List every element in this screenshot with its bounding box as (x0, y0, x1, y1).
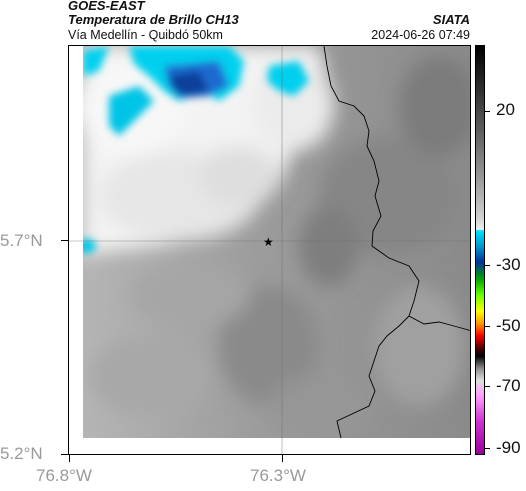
cbar-tick-neg30 (485, 265, 490, 266)
cbar-tick-neg90 (485, 448, 490, 449)
no-data-left (69, 46, 83, 454)
department-border (323, 46, 470, 439)
lon-label-76-8: 76.8°W (36, 466, 92, 485)
colorbar (475, 45, 485, 455)
lon-tick-76-3 (282, 455, 283, 462)
cbar-label-neg30: -30 (496, 255, 521, 274)
lat-tick-5-7 (61, 240, 68, 241)
cbar-label-neg70: -70 (496, 376, 521, 395)
lat-label-5-7: 5.7°N (0, 231, 43, 250)
org-label: SIATA (432, 12, 470, 27)
product-title: Temperatura de Brillo CH13 (68, 12, 239, 27)
cbar-tick-neg70 (485, 386, 490, 387)
imagery-texture (89, 56, 470, 436)
route-label: Vía Medellín - Quibdó 50km (68, 28, 223, 42)
cbar-label-neg50: -50 (496, 316, 521, 335)
cold-cloud-tops (76, 46, 309, 253)
source-label: GOES-EAST (68, 0, 145, 13)
lon-tick-76-8 (69, 455, 70, 462)
cbar-tick-20 (485, 111, 490, 112)
lat-tick-5-2 (61, 454, 68, 455)
lon-label-76-3: 76.3°W (250, 466, 306, 485)
cbar-label-20: 20 (496, 100, 515, 119)
lat-label-5-2: 5.2°N (0, 444, 43, 463)
star-marker[interactable]: ★ (263, 235, 274, 249)
satellite-map[interactable]: ★ (69, 46, 471, 455)
no-data-bottom (69, 438, 470, 454)
cbar-label-neg90: -90 (496, 438, 521, 457)
cbar-tick-neg50 (485, 326, 490, 327)
map-frame[interactable]: ★ (68, 45, 471, 455)
datetime-label: 2024-06-26 07:49 (371, 28, 470, 42)
